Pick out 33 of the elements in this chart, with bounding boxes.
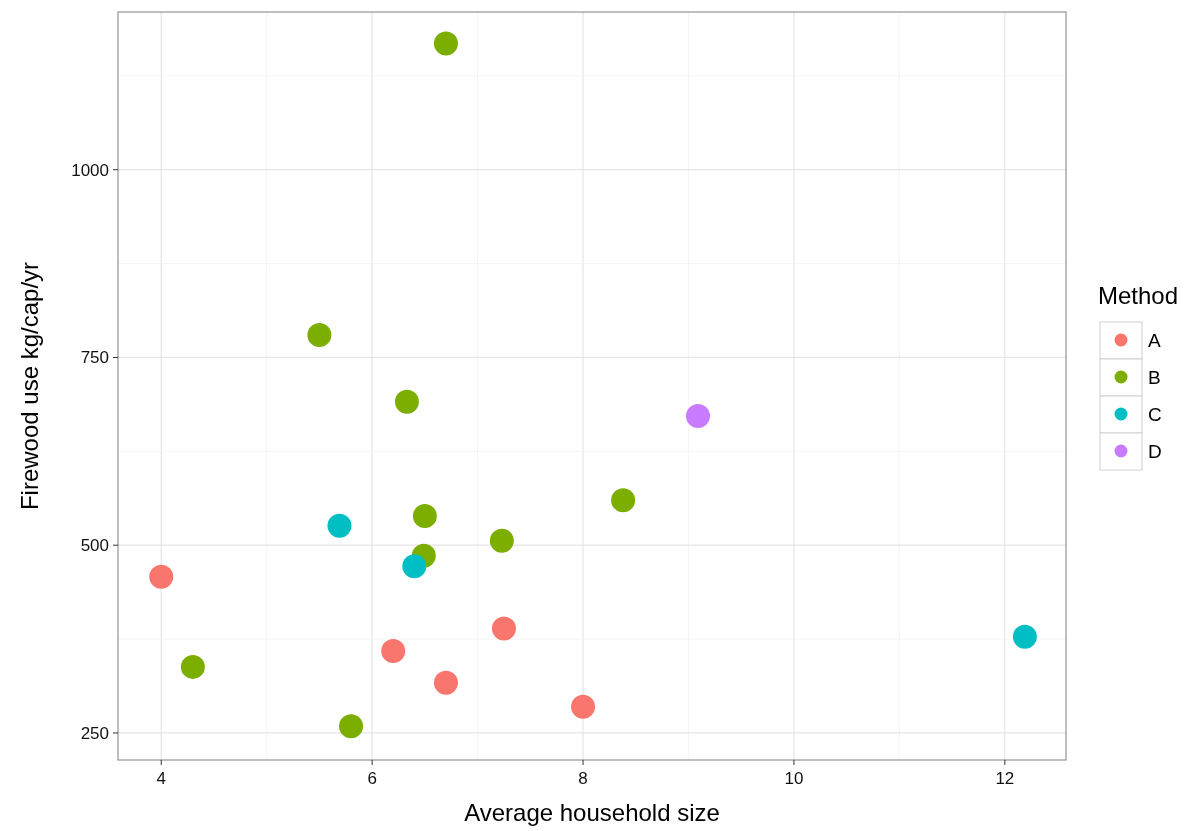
y-tick-label: 1000 [71,160,109,180]
point [327,513,352,538]
point [180,654,205,679]
point [433,670,458,695]
legend-label: A [1148,329,1161,351]
legend-label: C [1148,403,1162,425]
point [339,714,364,739]
point [149,564,174,589]
point [489,528,514,553]
y-tick-label: 500 [80,536,109,556]
x-tick-label: 12 [995,769,1015,788]
legend-label: D [1148,440,1162,462]
point [685,404,710,429]
x-tick-label: 6 [367,769,377,788]
x-tick-label: 8 [578,769,588,788]
point [412,503,437,528]
point [381,639,406,664]
x-axis-title: Average household size [464,799,720,826]
x-tick-label: 10 [784,769,804,788]
legend-title: Method [1098,282,1179,309]
legend-label: B [1148,366,1161,388]
point [1012,624,1037,649]
point [394,389,419,414]
y-axis-title: Firewood use kg/cap/yr [16,261,43,511]
x-tick-label: 4 [156,769,166,788]
point [611,488,636,513]
point [491,616,516,641]
y-tick-label: 750 [80,348,109,368]
point [571,694,596,719]
point [307,322,332,347]
point [402,554,427,579]
y-tick-label: 250 [80,723,109,743]
point [433,31,458,56]
